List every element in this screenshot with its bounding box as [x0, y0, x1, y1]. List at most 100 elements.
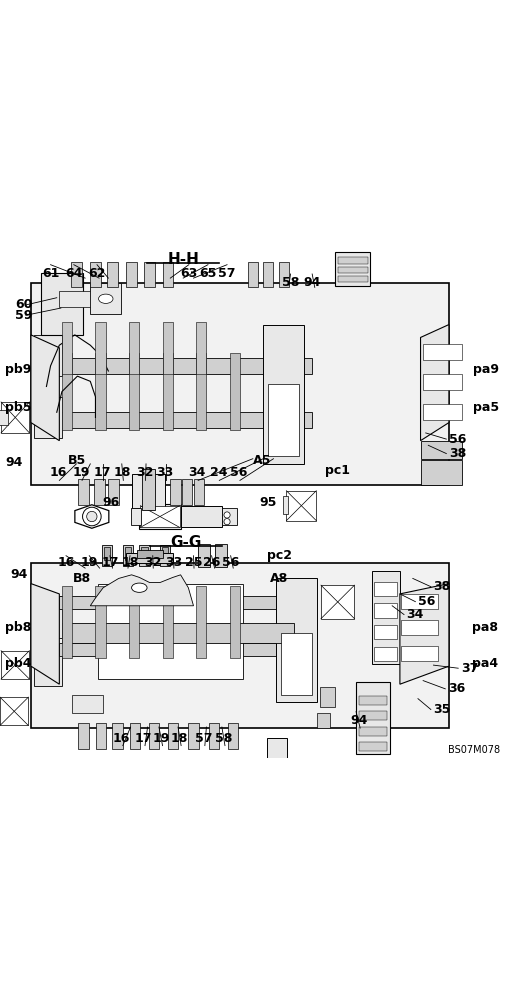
Bar — [196, 586, 206, 658]
Bar — [78, 723, 89, 749]
Text: 18: 18 — [121, 556, 139, 569]
Bar — [356, 682, 390, 754]
Text: 56: 56 — [222, 556, 239, 569]
Bar — [163, 262, 173, 287]
Bar — [98, 584, 243, 679]
Bar — [112, 723, 123, 749]
Bar — [142, 469, 155, 510]
Text: 94: 94 — [303, 276, 321, 289]
Text: pa9: pa9 — [473, 363, 498, 376]
Text: A8: A8 — [269, 572, 288, 585]
Polygon shape — [421, 325, 449, 441]
Bar — [95, 586, 106, 658]
Text: 18: 18 — [114, 466, 131, 479]
Text: 16: 16 — [57, 556, 75, 569]
Bar — [34, 335, 62, 376]
Bar — [102, 545, 112, 566]
Text: pa5: pa5 — [473, 401, 499, 414]
Bar — [230, 353, 240, 430]
Bar — [34, 644, 62, 686]
Bar — [215, 544, 227, 567]
Bar — [321, 585, 354, 619]
Text: 36: 36 — [448, 682, 465, 695]
Bar — [286, 491, 316, 521]
Text: B5: B5 — [68, 454, 86, 467]
Bar — [160, 545, 170, 566]
Text: G-G: G-G — [170, 535, 201, 550]
Text: 25: 25 — [185, 556, 202, 569]
Bar — [95, 353, 106, 430]
Bar — [421, 441, 462, 459]
Bar — [359, 711, 387, 720]
Bar — [267, 738, 287, 759]
Bar — [59, 596, 312, 609]
Bar — [162, 547, 168, 560]
Bar — [144, 262, 155, 287]
Bar — [317, 713, 330, 728]
Bar — [62, 322, 72, 374]
Bar — [263, 325, 304, 464]
Text: 33: 33 — [165, 556, 182, 569]
Bar — [188, 723, 199, 749]
Bar — [170, 479, 181, 505]
Text: 58: 58 — [215, 732, 232, 745]
Bar — [423, 374, 462, 390]
Bar — [359, 742, 387, 751]
Text: 57: 57 — [218, 267, 236, 280]
Bar — [338, 276, 368, 282]
Text: 56: 56 — [418, 595, 436, 608]
Bar — [401, 646, 438, 661]
Text: 94: 94 — [10, 568, 28, 581]
Bar — [139, 545, 150, 566]
Bar — [31, 283, 449, 485]
Text: pc2: pc2 — [267, 549, 292, 562]
Bar — [163, 586, 173, 658]
Bar — [139, 504, 181, 529]
Bar — [401, 620, 438, 635]
Text: 19: 19 — [72, 466, 90, 479]
Bar — [94, 479, 105, 505]
Bar — [196, 353, 206, 430]
Bar — [107, 262, 118, 287]
Circle shape — [83, 507, 101, 526]
Circle shape — [224, 519, 230, 525]
Bar — [0, 697, 28, 725]
Bar — [182, 479, 192, 505]
Polygon shape — [31, 584, 59, 684]
Bar — [62, 353, 72, 430]
Text: 62: 62 — [88, 267, 106, 280]
Bar — [335, 252, 370, 286]
Bar — [34, 397, 62, 438]
Text: 95: 95 — [260, 496, 277, 509]
Text: 32: 32 — [144, 556, 162, 569]
Text: 57: 57 — [195, 732, 212, 745]
Bar — [72, 695, 103, 713]
Bar — [359, 696, 387, 705]
Text: 32: 32 — [136, 466, 153, 479]
Text: 19: 19 — [152, 732, 170, 745]
Bar — [209, 723, 219, 749]
Text: 94: 94 — [350, 714, 367, 727]
Text: pb8: pb8 — [5, 621, 31, 634]
Text: 65: 65 — [199, 267, 217, 280]
Bar — [401, 594, 438, 609]
Bar — [374, 603, 397, 618]
Bar — [283, 496, 288, 514]
Text: 56: 56 — [230, 466, 248, 479]
Bar — [196, 322, 206, 374]
Bar — [71, 262, 82, 287]
Bar — [268, 384, 299, 456]
Text: 96: 96 — [102, 496, 120, 509]
Text: 26: 26 — [203, 556, 220, 569]
Bar — [78, 479, 89, 505]
Bar — [141, 547, 148, 560]
Text: 19: 19 — [80, 556, 98, 569]
Bar — [198, 544, 210, 567]
Bar — [1, 402, 29, 433]
Text: 64: 64 — [65, 267, 83, 280]
Bar — [320, 687, 335, 707]
Bar — [149, 723, 159, 749]
Bar — [129, 353, 139, 430]
Bar — [137, 550, 163, 558]
Bar — [421, 460, 462, 485]
